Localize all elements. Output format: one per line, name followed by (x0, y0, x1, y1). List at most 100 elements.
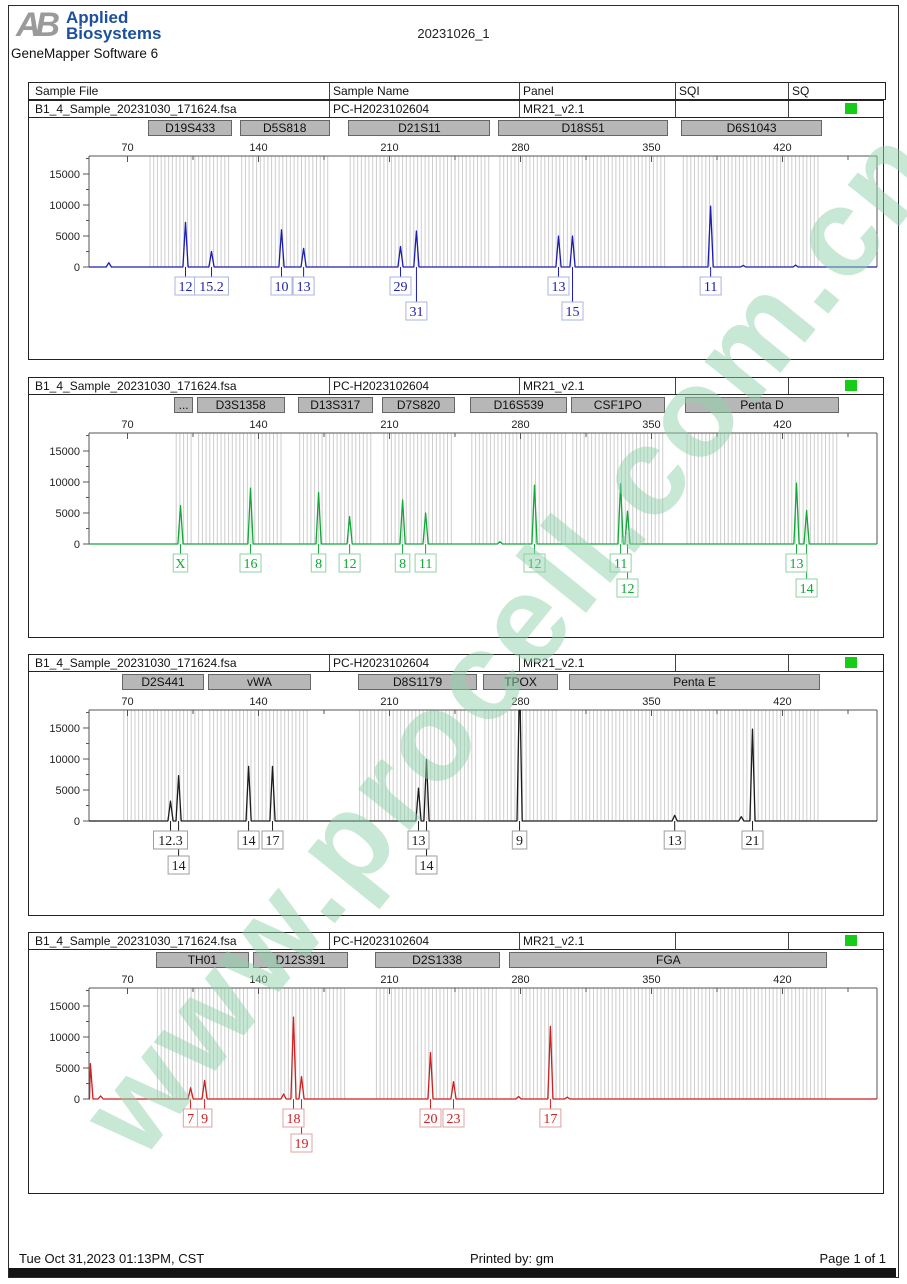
svg-text:0: 0 (74, 816, 80, 828)
svg-text:15000: 15000 (49, 723, 80, 735)
svg-text:5000: 5000 (56, 1063, 80, 1075)
allele-call-13: 13 (547, 276, 570, 296)
marker-row: TH01 D12S391 D2S1338 FGA (29, 950, 883, 971)
column-divider (329, 101, 330, 117)
column-divider (788, 933, 789, 949)
bin-lines (123, 710, 819, 821)
col-panel: Panel (523, 84, 554, 98)
marker-label-fga: FGA (509, 952, 828, 968)
marker-label-d5s818: D5S818 (239, 120, 330, 136)
svg-text:5000: 5000 (56, 785, 80, 797)
column-divider (519, 378, 520, 394)
svg-text:140: 140 (249, 974, 267, 986)
allele-call-17: 17 (539, 1108, 562, 1128)
svg-text:13: 13 (551, 280, 565, 295)
marker-label-d7s820: D7S820 (382, 397, 455, 413)
column-divider (519, 101, 520, 117)
sample-name: PC-H2023102604 (333, 102, 430, 116)
column-divider (675, 83, 676, 99)
trace-path-black (89, 709, 877, 822)
allele-call-9: 9 (196, 1108, 213, 1128)
allele-call-15: 15 (561, 301, 584, 321)
marker-row: D2S441 vWA D8S1179 TPOX Penta E (29, 672, 883, 693)
marker-label--: ... (174, 397, 193, 413)
col-sq: SQ (792, 84, 810, 98)
marker-label-d8s1179: D8S1179 (357, 674, 478, 690)
marker-label-d18s51: D18S51 (498, 120, 669, 136)
svg-text:10000: 10000 (49, 754, 80, 766)
svg-text:12: 12 (528, 557, 542, 572)
applied-biosystems-wordmark: Applied Biosystems (66, 8, 162, 43)
svg-text:12: 12 (179, 280, 193, 295)
trace-path-green (89, 482, 877, 545)
page-footer: Tue Oct 31,2023 01:13PM, CST Printed by:… (9, 1248, 896, 1268)
allele-call-12: 12 (616, 578, 639, 598)
sample-row: B1_4_Sample_20231030_171624.fsa PC-H20231… (29, 378, 883, 395)
svg-text:70: 70 (121, 696, 133, 708)
logo-line1: Applied (66, 8, 129, 27)
allele-call-20: 20 (419, 1108, 442, 1128)
allele-call-7: 7 (182, 1108, 199, 1128)
allele-call-12: 12 (338, 553, 361, 573)
svg-text:350: 350 (642, 696, 660, 708)
svg-text:14: 14 (420, 859, 434, 874)
svg-text:140: 140 (249, 142, 267, 154)
allele-call-16: 16 (239, 553, 262, 573)
svg-text:15: 15 (566, 305, 580, 320)
svg-text:15.2: 15.2 (199, 280, 224, 295)
svg-text:15000: 15000 (49, 446, 80, 458)
logo-line2: Biosystems (66, 24, 162, 43)
allele-call-14: 14 (795, 578, 818, 598)
axis-tick-labels: 70 140 210 280 350 420 0 5000 10000 15000 (49, 419, 791, 551)
allele-call-31: 31 (405, 301, 428, 321)
col-sample-name: Sample Name (333, 84, 410, 98)
svg-text:8: 8 (315, 557, 322, 572)
allele-call-14: 14 (415, 855, 438, 875)
sq-pass-indicator (845, 657, 857, 668)
sq-pass-indicator (845, 380, 857, 391)
svg-text:15000: 15000 (49, 169, 80, 181)
applied-biosystems-logo-icon: AB (16, 6, 60, 44)
bin-lines (149, 156, 819, 267)
sample-row: B1_4_Sample_20231030_171624.fsa PC-H20231… (29, 101, 883, 118)
axes (83, 987, 878, 1100)
svg-text:7: 7 (187, 1112, 194, 1127)
sample-file: B1_4_Sample_20231030_171624.fsa (35, 934, 237, 948)
allele-call-12: 12 (523, 553, 546, 573)
marker-label-csf1po: CSF1PO (571, 397, 665, 413)
allele-call-10: 10 (270, 276, 293, 296)
column-divider (329, 933, 330, 949)
svg-text:11: 11 (704, 280, 717, 295)
marker-label-penta-e: Penta E (569, 674, 820, 690)
svg-text:10000: 10000 (49, 477, 80, 489)
column-divider (788, 378, 789, 394)
allele-call-9: 9 (511, 830, 528, 850)
svg-text:280: 280 (511, 419, 529, 431)
sample-file: B1_4_Sample_20231030_171624.fsa (35, 102, 237, 116)
svg-text:140: 140 (249, 696, 267, 708)
col-sqi: SQI (679, 84, 700, 98)
allele-call-15.2: 15.2 (194, 276, 229, 296)
electropherogram-panel-blue: B1_4_Sample_20231030_171624.fsa PC-H20231… (28, 100, 884, 360)
allele-call-13: 13 (663, 830, 686, 850)
allele-call-12: 12 (174, 276, 197, 296)
svg-text:21: 21 (746, 834, 760, 849)
svg-text:10000: 10000 (49, 1032, 80, 1044)
allele-call-13: 13 (292, 276, 315, 296)
column-divider (788, 101, 789, 117)
marker-label-d3s1358: D3S1358 (196, 397, 285, 413)
svg-text:18: 18 (286, 1112, 300, 1127)
trace-chart: 70 140 210 280 350 420 0 5000 10000 15000 12 15.2 10… (49, 142, 878, 321)
project-title: 20231026_1 (417, 26, 490, 41)
svg-text:350: 350 (642, 974, 660, 986)
svg-text:12: 12 (343, 557, 357, 572)
svg-text:17: 17 (543, 1112, 557, 1127)
svg-text:11: 11 (419, 557, 432, 572)
svg-text:11: 11 (614, 557, 627, 572)
allele-call-12.3: 12.3 (153, 830, 188, 850)
svg-text:140: 140 (249, 419, 267, 431)
sq-pass-indicator (845, 935, 857, 946)
